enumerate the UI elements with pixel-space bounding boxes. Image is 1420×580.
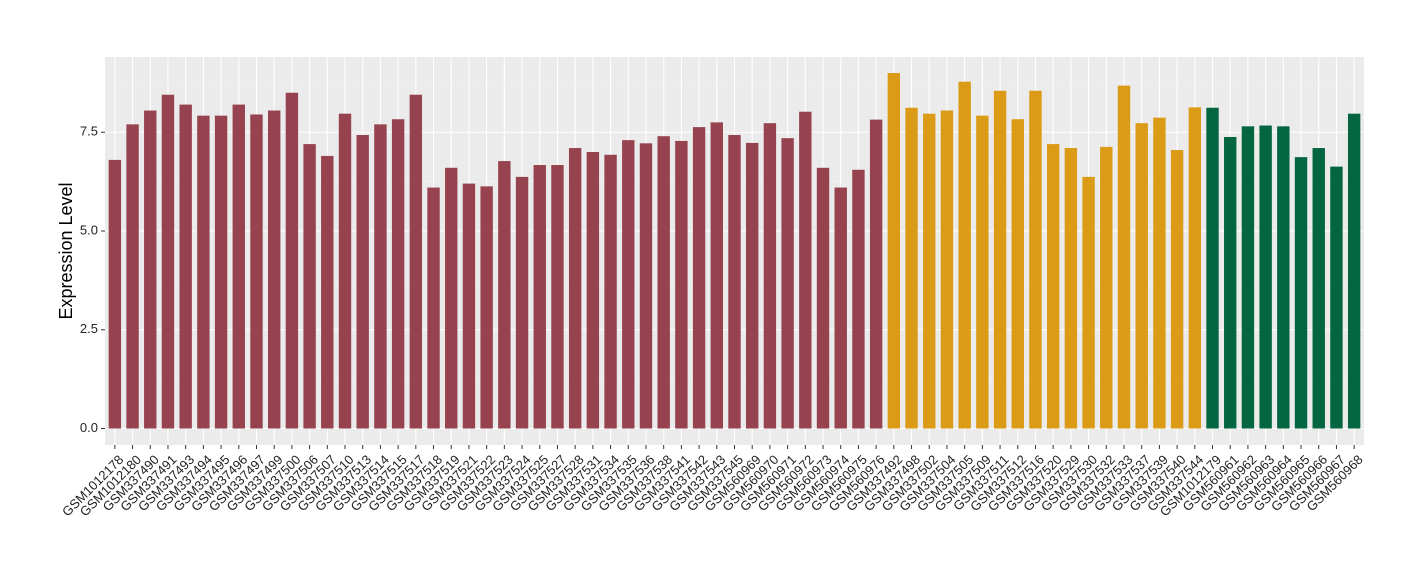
bar-GSM1012180 [126, 124, 139, 429]
bar-GSM1012178 [108, 159, 122, 429]
bar-GSM337521 [462, 183, 476, 429]
bar-GSM337491 [161, 94, 175, 429]
bar-GSM560970 [763, 123, 777, 429]
bar-GSM337534 [604, 154, 617, 429]
bar-GSM560962 [1241, 126, 1255, 429]
bar-GSM337519 [445, 167, 458, 429]
bar-GSM337533 [1117, 85, 1131, 429]
bar-GSM337494 [197, 115, 210, 429]
bar-GSM337505 [958, 81, 971, 429]
bar-GSM1012179 [1206, 107, 1219, 429]
bar-GSM337544 [1188, 107, 1202, 429]
y-tick-label: 0.0 [80, 420, 98, 435]
bar-GSM560971 [781, 138, 794, 429]
y-tick-label: 7.5 [80, 124, 98, 139]
bar-GSM337527 [551, 165, 564, 429]
bar-GSM337532 [1100, 146, 1113, 429]
bar-GSM337496 [232, 104, 245, 429]
bar-GSM337541 [675, 140, 688, 429]
bar-GSM337495 [214, 115, 228, 429]
bar-GSM560967 [1330, 166, 1343, 429]
bar-GSM337542 [692, 127, 706, 429]
bar-GSM560976 [869, 119, 883, 429]
bar-GSM337514 [374, 124, 387, 429]
y-axis: 0.0 2.5 5.0 7.5 [80, 124, 105, 435]
bar-GSM337502 [923, 113, 936, 429]
bar-GSM337507 [321, 155, 334, 429]
bar-GSM560965 [1294, 157, 1308, 429]
bar-GSM337511 [993, 90, 1007, 429]
bar-GSM337530 [1082, 176, 1095, 429]
bar-GSM337513 [356, 135, 369, 429]
bar-GSM560974 [834, 187, 847, 429]
bar-GSM337515 [391, 119, 405, 429]
bar-GSM337520 [1046, 144, 1060, 429]
bar-GSM337493 [179, 104, 192, 429]
bar-GSM337538 [657, 136, 670, 429]
bar-GSM337545 [728, 135, 741, 429]
bar-GSM560975 [852, 169, 865, 429]
bar-GSM337528 [568, 148, 582, 429]
bar-GSM337490 [144, 110, 157, 429]
x-axis: GSM1012178GSM1012180GSM337490GSM337491GS… [59, 445, 1366, 519]
bars [108, 73, 1361, 429]
bar-GSM337517 [409, 94, 423, 429]
bar-GSM337506 [303, 144, 316, 429]
bar-GSM337540 [1170, 150, 1184, 429]
bar-GSM337492 [887, 73, 901, 429]
bar-GSM337510 [338, 113, 352, 429]
bar-GSM337522 [480, 186, 493, 429]
bar-GSM337531 [586, 152, 600, 429]
bar-GSM560969 [746, 142, 759, 429]
bar-GSM337512 [1011, 119, 1024, 429]
bar-GSM337535 [622, 140, 635, 429]
bar-GSM337516 [1029, 90, 1042, 429]
bar-GSM337539 [1153, 117, 1166, 429]
bar-GSM337499 [267, 110, 281, 429]
bar-GSM337509 [976, 115, 989, 429]
bar-GSM337524 [515, 176, 529, 429]
bar-GSM337523 [498, 161, 511, 429]
bar-GSM337500 [285, 92, 299, 429]
y-axis-title: Expression Level [56, 182, 76, 319]
bar-GSM337497 [250, 114, 263, 429]
bar-GSM337529 [1064, 148, 1078, 429]
bar-GSM337543 [710, 122, 723, 429]
bar-GSM560973 [816, 167, 830, 429]
y-tick-label: 5.0 [80, 222, 98, 237]
bar-GSM560964 [1277, 126, 1290, 429]
bar-GSM560961 [1224, 136, 1237, 429]
bar-GSM337536 [639, 143, 653, 429]
bar-GSM560966 [1312, 148, 1325, 429]
bar-GSM560963 [1259, 125, 1272, 429]
bar-GSM337518 [427, 187, 440, 429]
y-tick-label: 2.5 [80, 321, 98, 336]
bar-GSM337525 [533, 165, 546, 429]
bar-GSM560968 [1347, 113, 1361, 429]
bar-GSM337537 [1135, 123, 1148, 429]
bar-GSM337498 [905, 107, 918, 429]
bar-GSM337504 [940, 110, 954, 429]
bar-GSM560972 [799, 111, 812, 429]
